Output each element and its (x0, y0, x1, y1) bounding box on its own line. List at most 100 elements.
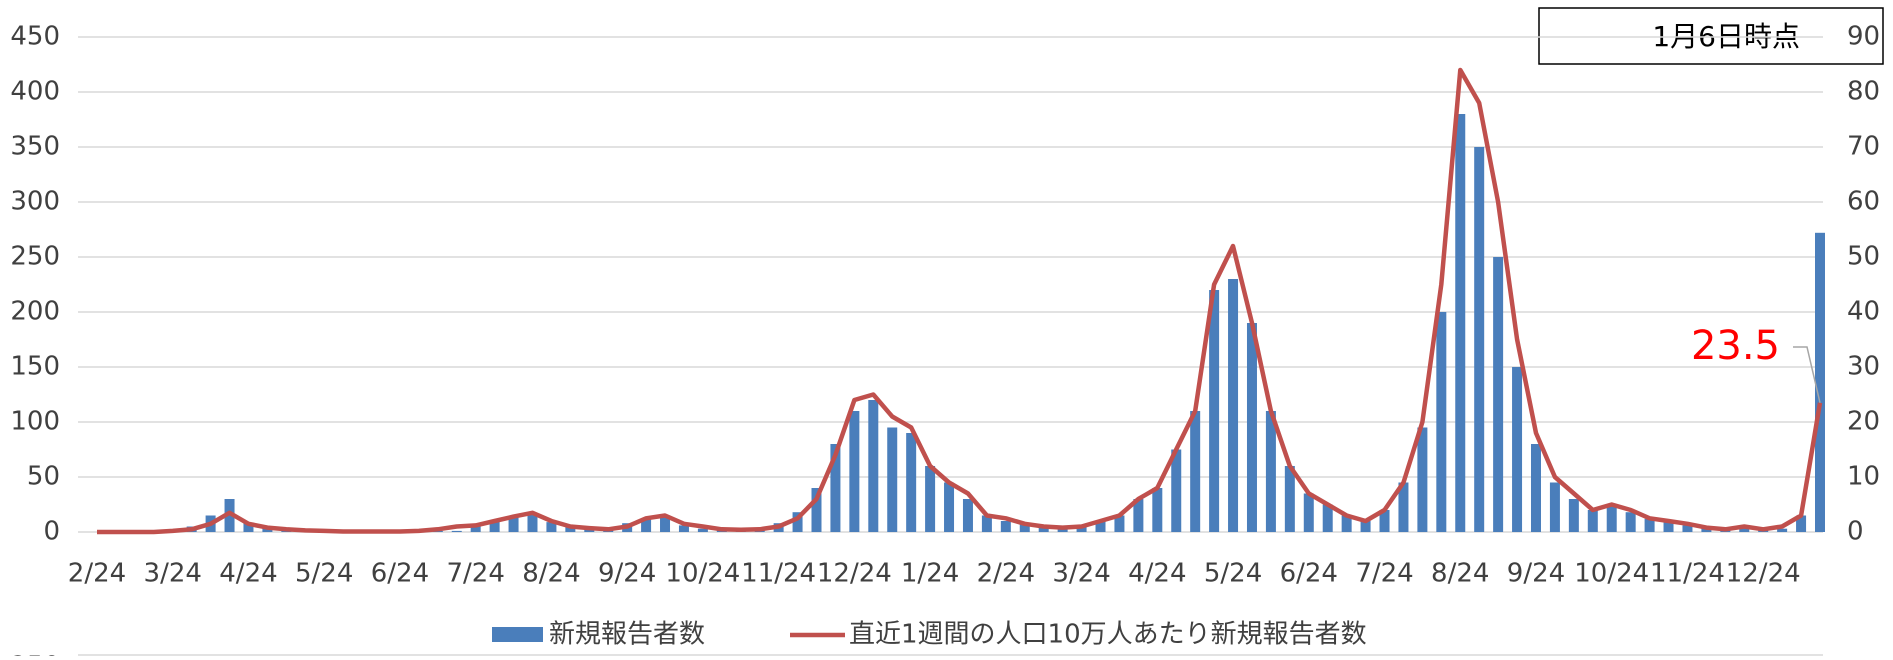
y-tick-label: 0 (43, 517, 60, 547)
y2-tick-label: 60 (1847, 187, 1880, 217)
x-tick-label: 4/24 (1128, 559, 1186, 589)
line (97, 67, 1823, 535)
x-tick-label: 2/24 (977, 559, 1035, 589)
bar (508, 517, 519, 532)
x-tick-label: 11/24 (741, 559, 816, 589)
bar (849, 411, 860, 532)
bar (1322, 504, 1333, 532)
value-annotation: 23.5 (1691, 323, 1780, 369)
x-tick-label: 7/24 (446, 559, 504, 589)
bar (1190, 411, 1201, 532)
bar (1587, 510, 1598, 532)
bar (1682, 525, 1693, 532)
bar (224, 499, 235, 532)
bar (1455, 114, 1466, 532)
y-tick-label: 400 (10, 77, 60, 107)
bar (678, 525, 689, 532)
bar (1568, 499, 1579, 532)
bar (1171, 449, 1182, 532)
x-tick-label: 3/24 (144, 559, 202, 589)
bar (1644, 518, 1655, 532)
bar (1284, 466, 1295, 532)
bar (697, 528, 708, 532)
legend-swatch (492, 627, 543, 642)
bar (1152, 488, 1163, 532)
bar (1663, 521, 1674, 532)
leader-line (1793, 346, 1821, 403)
bar (1265, 411, 1276, 532)
y2-tick-label: 70 (1847, 132, 1880, 162)
y-tick-label: 350 (10, 132, 60, 162)
x-tick-label: 7/24 (1355, 559, 1413, 589)
y2-tick-label: 20 (1847, 407, 1880, 437)
y-tick-label: 50 (27, 462, 60, 492)
bar (1530, 444, 1541, 532)
bar (1606, 504, 1617, 532)
y2-tick-label: 10 (1847, 462, 1880, 492)
x-tick-label: 10/24 (665, 559, 740, 589)
bar (868, 400, 879, 532)
bar (1019, 524, 1030, 532)
bar (906, 433, 917, 532)
x-tick-label: 1/24 (901, 559, 959, 589)
x-tick-label: 12/24 (1726, 559, 1801, 589)
y-tick-label: 200 (10, 297, 60, 327)
bar (489, 521, 500, 532)
bar (1076, 526, 1087, 532)
y-tick-label: 250 (10, 652, 60, 657)
bar (811, 488, 822, 532)
bar (792, 512, 803, 532)
bar (1228, 279, 1239, 532)
bar (527, 514, 538, 532)
bar (1436, 312, 1447, 532)
x-tick-label: 6/24 (1280, 559, 1338, 589)
bar (1133, 499, 1144, 532)
bar (962, 499, 973, 532)
bar (1095, 521, 1106, 532)
x-tick-label: 10/24 (1574, 559, 1649, 589)
bar (1625, 512, 1636, 532)
bar (1739, 527, 1750, 532)
bar (944, 482, 955, 532)
x-tick-label: 9/24 (598, 559, 656, 589)
y2-tick-label: 90 (1847, 22, 1880, 52)
bar (660, 516, 671, 532)
x-tick-label: 12/24 (817, 559, 892, 589)
x-tick-label: 5/24 (1204, 559, 1262, 589)
bar (641, 518, 652, 532)
bar (1209, 290, 1220, 532)
bar (1777, 528, 1788, 532)
bar (1379, 510, 1390, 532)
bar (546, 522, 557, 532)
bar (1360, 521, 1371, 532)
y-tick-label: 150 (10, 352, 60, 382)
legend-label: 直近1週間の人口10万人あたり新規報告者数 (849, 620, 1367, 650)
bar (981, 515, 992, 532)
bar (1796, 515, 1807, 532)
bar (1038, 526, 1049, 532)
x-tick-label: 8/24 (1431, 559, 1489, 589)
y2-tick-label: 0 (1847, 517, 1864, 547)
bar (1303, 493, 1314, 532)
bar (470, 525, 481, 532)
y-tick-label: 300 (10, 187, 60, 217)
x-tick-label: 9/24 (1507, 559, 1565, 589)
bar (1417, 427, 1428, 532)
bar (1815, 232, 1825, 533)
x-tick-label: 3/24 (1052, 559, 1110, 589)
bar (1474, 147, 1485, 532)
bar (243, 523, 254, 532)
y2-tick-label: 50 (1847, 242, 1880, 272)
bar (1512, 367, 1523, 532)
y2-tick-label: 40 (1847, 297, 1880, 327)
date-box (1538, 7, 1884, 65)
x-tick-label: 6/24 (371, 559, 429, 589)
bar (1114, 515, 1125, 532)
y2-tick-label: 80 (1847, 77, 1880, 107)
x-tick-label: 2/24 (68, 559, 126, 589)
y-tick-label: 100 (10, 407, 60, 437)
bar (925, 466, 936, 532)
y-tick-label: 450 (10, 22, 60, 52)
bar (887, 427, 898, 532)
bar (565, 526, 576, 532)
